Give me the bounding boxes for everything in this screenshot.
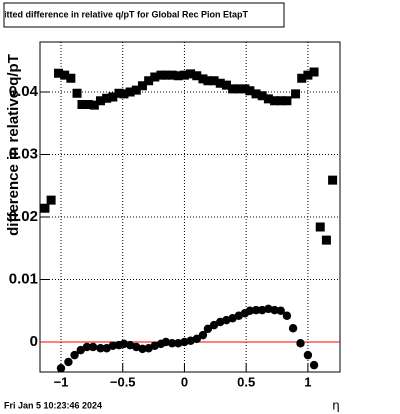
square-marker xyxy=(125,87,135,97)
y-tick-label: 0.03 xyxy=(9,145,38,162)
x-tick-label: 0.5 xyxy=(237,374,255,389)
footer: Fri Jan 5 10:23:46 2024 xyxy=(4,400,102,410)
circle-marker xyxy=(88,342,98,352)
circle-marker xyxy=(203,324,213,334)
x-tick-label: −0.5 xyxy=(110,374,136,389)
square-marker xyxy=(257,91,267,101)
circle-marker xyxy=(288,324,298,333)
title-clip: itted difference in relative q/pT for Gl… xyxy=(4,9,249,19)
circle-marker xyxy=(296,339,305,348)
circle-marker xyxy=(64,357,73,367)
circle-marker xyxy=(108,341,118,350)
square-marker xyxy=(114,88,124,98)
square-marker xyxy=(198,74,208,84)
chart-title: itted difference in relative q/pT for Gl… xyxy=(4,9,249,19)
square-marker xyxy=(60,70,70,80)
square-marker xyxy=(77,100,87,109)
circle-marker xyxy=(56,364,66,373)
y-axis-label: difference in relative q/pT xyxy=(5,54,22,236)
circle-marker xyxy=(70,350,79,360)
square-marker xyxy=(186,69,196,79)
square-marker xyxy=(66,73,76,83)
square-marker xyxy=(137,81,147,91)
square-marker xyxy=(179,70,189,80)
square-marker xyxy=(46,195,56,205)
square-marker xyxy=(328,175,338,185)
square-marker xyxy=(297,73,307,83)
square-marker xyxy=(89,100,99,110)
circle-marker xyxy=(270,305,279,315)
circle-marker xyxy=(138,344,147,354)
square-marker xyxy=(282,96,292,106)
circle-marker xyxy=(309,360,319,370)
y-tick-label: 0.01 xyxy=(9,270,38,287)
square-marker xyxy=(83,100,93,109)
circle-marker xyxy=(82,342,92,352)
y-tick-label: 0.02 xyxy=(9,208,38,225)
circle-marker xyxy=(276,306,285,315)
circle-marker xyxy=(167,339,177,348)
circle-marker xyxy=(245,306,255,315)
x-axis-label: η xyxy=(332,397,339,412)
y-tick-label: 0 xyxy=(30,333,38,350)
square-marker xyxy=(309,67,319,77)
square-marker xyxy=(321,235,331,245)
square-marker xyxy=(156,70,166,80)
square-marker xyxy=(240,84,250,94)
x-tick-label: −1 xyxy=(54,374,69,389)
y-tick-label: 0.04 xyxy=(9,83,39,100)
title-box xyxy=(3,2,285,28)
square-marker xyxy=(234,84,244,94)
square-marker xyxy=(215,78,225,88)
square-marker xyxy=(291,89,301,99)
square-marker xyxy=(144,76,154,86)
circle-marker xyxy=(282,311,292,320)
square-marker xyxy=(95,96,105,106)
square-marker xyxy=(245,86,255,96)
square-marker xyxy=(167,70,177,80)
circle-marker xyxy=(303,350,313,360)
square-marker xyxy=(150,72,160,82)
circle-marker xyxy=(192,334,201,344)
square-marker xyxy=(203,76,213,86)
x-tick-label: 0 xyxy=(181,374,188,389)
square-marker xyxy=(102,93,112,103)
square-marker xyxy=(276,96,286,106)
square-marker xyxy=(119,89,129,99)
square-marker xyxy=(40,203,50,213)
circle-marker xyxy=(251,305,261,315)
square-marker xyxy=(108,92,118,102)
square-marker xyxy=(209,76,219,86)
square-marker xyxy=(221,80,231,90)
square-marker xyxy=(192,71,202,81)
square-marker xyxy=(161,70,171,80)
square-marker xyxy=(263,94,273,104)
square-marker xyxy=(173,71,183,81)
square-marker xyxy=(228,84,238,94)
x-tick-label: 1 xyxy=(304,374,311,389)
square-marker xyxy=(315,222,325,232)
circle-marker xyxy=(96,344,105,353)
square-marker xyxy=(251,89,261,99)
circle-marker xyxy=(198,330,208,340)
square-marker xyxy=(303,70,313,80)
square-marker xyxy=(131,85,141,95)
square-marker xyxy=(72,88,82,98)
square-marker xyxy=(270,96,280,106)
square-marker xyxy=(54,68,64,78)
